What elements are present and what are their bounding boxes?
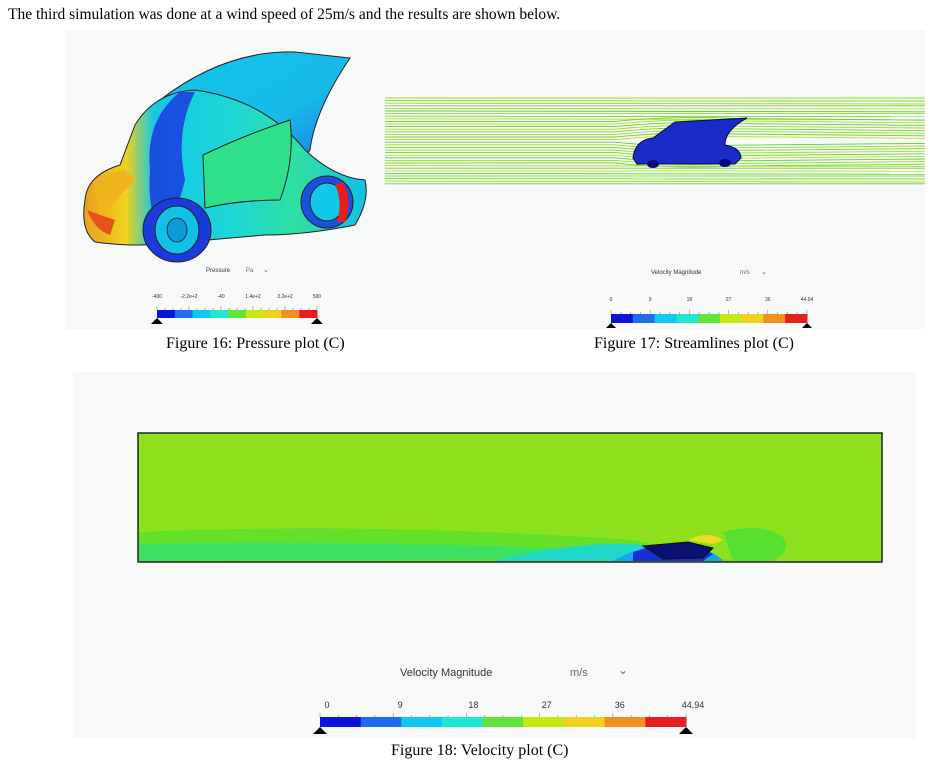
color-scale-segment <box>611 314 634 323</box>
color-scale-segment <box>263 310 282 318</box>
pressure-color-scale <box>151 306 323 324</box>
scale-max-handle[interactable] <box>679 727 693 734</box>
legend-tick-label: 9 <box>648 297 652 303</box>
figure-18-caption: Figure 18: Velocity plot (C) <box>391 742 569 759</box>
color-scale-segment <box>482 717 524 727</box>
streamline-legend-title: Velocity Magnitude <box>651 270 702 276</box>
legend-tick-label: 18 <box>468 700 479 710</box>
legend-tick-label: 44.94 <box>681 700 705 710</box>
velocity-legend-title: Velocity Magnitude <box>400 667 493 679</box>
figure-17-panel: Velocity Magnitude m/s ⌄ 0 9 18 27 36 44.94 <box>384 30 926 329</box>
car-pressure-render <box>83 51 367 263</box>
velocity-field-render <box>137 432 883 563</box>
streamline <box>384 180 926 183</box>
velocity-unit-dropdown[interactable]: m/s <box>570 667 588 679</box>
figure-16-panel: Pressure Pa ⌄ -400 -2.2e+2 -40 1.4e+2 3.2e+2… <box>65 30 385 329</box>
legend-tick-label: 36 <box>765 297 771 303</box>
color-scale-segment <box>741 314 764 323</box>
color-scale-segment <box>299 310 318 318</box>
color-scale-segment <box>281 310 300 318</box>
color-scale-segment <box>210 310 229 318</box>
color-scale-segment <box>228 310 247 318</box>
legend-tick-label: 0 <box>324 700 330 710</box>
legend-tick-label: -2.2e+2 <box>180 294 198 300</box>
streamline <box>384 110 926 113</box>
legend-tick-label: -40 <box>217 294 225 300</box>
legend-tick-label: 500 <box>312 294 322 300</box>
figure-16-caption: Figure 16: Pressure plot (C) <box>166 335 345 352</box>
color-scale-segment <box>360 717 402 727</box>
legend-tick-label: 9 <box>397 700 403 710</box>
color-scale-segment <box>174 310 194 318</box>
chevron-down-icon[interactable]: ⌄ <box>761 269 767 276</box>
streamline-color-scale <box>606 310 812 328</box>
color-scale-segment <box>676 314 699 323</box>
legend-tick-label: 44.94 <box>800 297 814 303</box>
color-scale-segment <box>320 717 362 727</box>
scale-min-handle[interactable] <box>151 318 163 324</box>
color-scale-segment <box>604 717 646 727</box>
color-scale-segment <box>763 314 786 323</box>
color-scale-segment <box>192 310 211 318</box>
scale-max-handle[interactable] <box>802 323 812 328</box>
streamline-unit-dropdown[interactable]: m/s <box>740 270 750 276</box>
scale-min-handle[interactable] <box>313 727 327 734</box>
legend-tick-label: 3.2e+2 <box>277 294 293 300</box>
scale-max-handle[interactable] <box>311 318 323 324</box>
color-scale-segment <box>698 314 721 323</box>
figure-18-panel: Velocity Magnitude m/s ⌄ 0 9 18 27 36 44.94 <box>73 372 916 738</box>
car-wheel <box>719 159 731 167</box>
color-scale-segment <box>632 314 656 323</box>
intro-text: The third simulation was done at a wind … <box>8 6 561 23</box>
legend-tick-label: 1.4e+2 <box>245 294 261 300</box>
color-scale-segment <box>401 717 443 727</box>
legend-tick-label: 27 <box>541 700 552 710</box>
streamline <box>385 116 926 122</box>
color-scale-segment <box>719 314 743 323</box>
color-scale-segment <box>442 717 484 727</box>
color-scale-segment <box>645 717 687 727</box>
legend-tick-label: 18 <box>686 297 693 303</box>
chevron-down-icon[interactable]: ⌄ <box>618 663 629 677</box>
color-scale-segment <box>523 717 565 727</box>
color-scale-segment <box>245 310 265 318</box>
scale-min-handle[interactable] <box>606 323 616 328</box>
legend-tick-label: 27 <box>725 297 732 303</box>
car-wheel <box>647 160 659 168</box>
legend-tick-label: 36 <box>614 700 625 710</box>
color-scale-segment <box>564 717 606 727</box>
chevron-down-icon[interactable]: ⌄ <box>263 267 269 274</box>
figure-17-caption: Figure 17: Streamlines plot (C) <box>594 335 794 352</box>
streamline <box>384 102 926 105</box>
velocity-color-scale <box>313 713 693 734</box>
legend-tick-label: -400 <box>151 294 163 300</box>
legend-tick-label: 0 <box>609 297 613 303</box>
color-scale-segment <box>157 310 176 318</box>
car-silhouette <box>632 117 748 165</box>
color-scale-segment <box>654 314 677 323</box>
pressure-legend-title: Pressure <box>206 268 231 274</box>
streamline <box>384 172 926 175</box>
streamlines-render <box>384 97 926 185</box>
pressure-unit-dropdown[interactable]: Pa <box>246 268 254 274</box>
color-scale-segment <box>785 314 808 323</box>
